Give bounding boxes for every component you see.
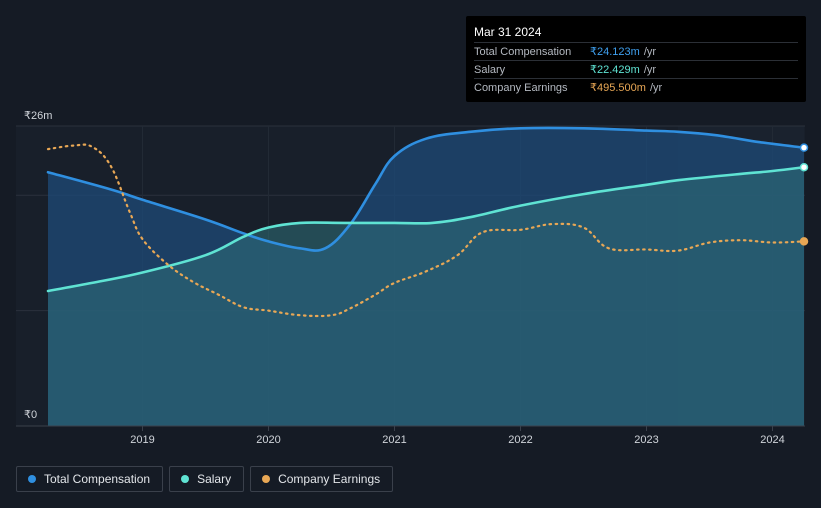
- x-tick-label: 2019: [130, 434, 154, 446]
- tooltip-value: ₹22.429m: [590, 64, 640, 76]
- y-axis-bottom-label: ₹0: [24, 409, 37, 421]
- legend-label: Company Earnings: [278, 472, 381, 486]
- tooltip: Mar 31 2024 Total Compensation ₹24.123m …: [466, 16, 806, 102]
- tooltip-label: Company Earnings: [474, 81, 568, 94]
- tooltip-row-total-compensation: Total Compensation ₹24.123m /yr: [474, 42, 798, 60]
- tooltip-value: ₹495.500m: [590, 82, 646, 94]
- areas: [48, 127, 804, 426]
- endpoint-marker: [799, 162, 809, 172]
- legend-label: Salary: [197, 472, 232, 486]
- tooltip-unit: /yr: [649, 81, 663, 94]
- y-axis-top-label: ₹26m: [24, 110, 52, 122]
- x-tick-label: 2023: [634, 434, 658, 446]
- tooltip-title: Mar 31 2024: [474, 25, 542, 39]
- x-tick-label: 2024: [760, 434, 784, 446]
- tooltip-label: Total Compensation: [474, 45, 572, 58]
- tooltip-row-company-earnings: Company Earnings ₹495.500m /yr: [474, 78, 798, 96]
- legend-item-salary[interactable]: Salary: [169, 466, 245, 492]
- legend-item-total-compensation[interactable]: Total Compensation: [16, 466, 164, 492]
- x-ticks: 2019 2020 2021 2022 2023 2024: [130, 426, 785, 446]
- tooltip-value: ₹24.123m: [590, 46, 640, 58]
- endpoint-marker: [799, 143, 809, 152]
- lines: [46, 126, 806, 318]
- tooltip-unit: /yr: [643, 63, 657, 76]
- tooltip-unit: /yr: [643, 45, 657, 58]
- tooltip-label: Salary: [474, 63, 506, 76]
- line-company-earnings: [46, 143, 806, 318]
- legend-dot-icon: [181, 475, 190, 483]
- endpoints: [799, 143, 809, 246]
- line-total-compensation: [46, 126, 806, 252]
- legend-dot-icon: [28, 475, 36, 483]
- x-tick-label: 2020: [256, 434, 280, 446]
- x-tick-label: 2021: [382, 434, 406, 446]
- tooltip-row-salary: Salary ₹22.429m /yr: [474, 60, 798, 78]
- legend-item-company-earnings[interactable]: Company Earnings: [250, 466, 394, 492]
- legend-label: Total Compensation: [44, 472, 151, 486]
- legend-dot-icon: [262, 475, 271, 483]
- area-salary: [48, 167, 804, 426]
- endpoint-marker: [799, 237, 809, 246]
- line-salary: [46, 165, 806, 293]
- legend: Total Compensation Salary Company Earnin…: [16, 466, 394, 492]
- x-tick-label: 2022: [508, 434, 532, 446]
